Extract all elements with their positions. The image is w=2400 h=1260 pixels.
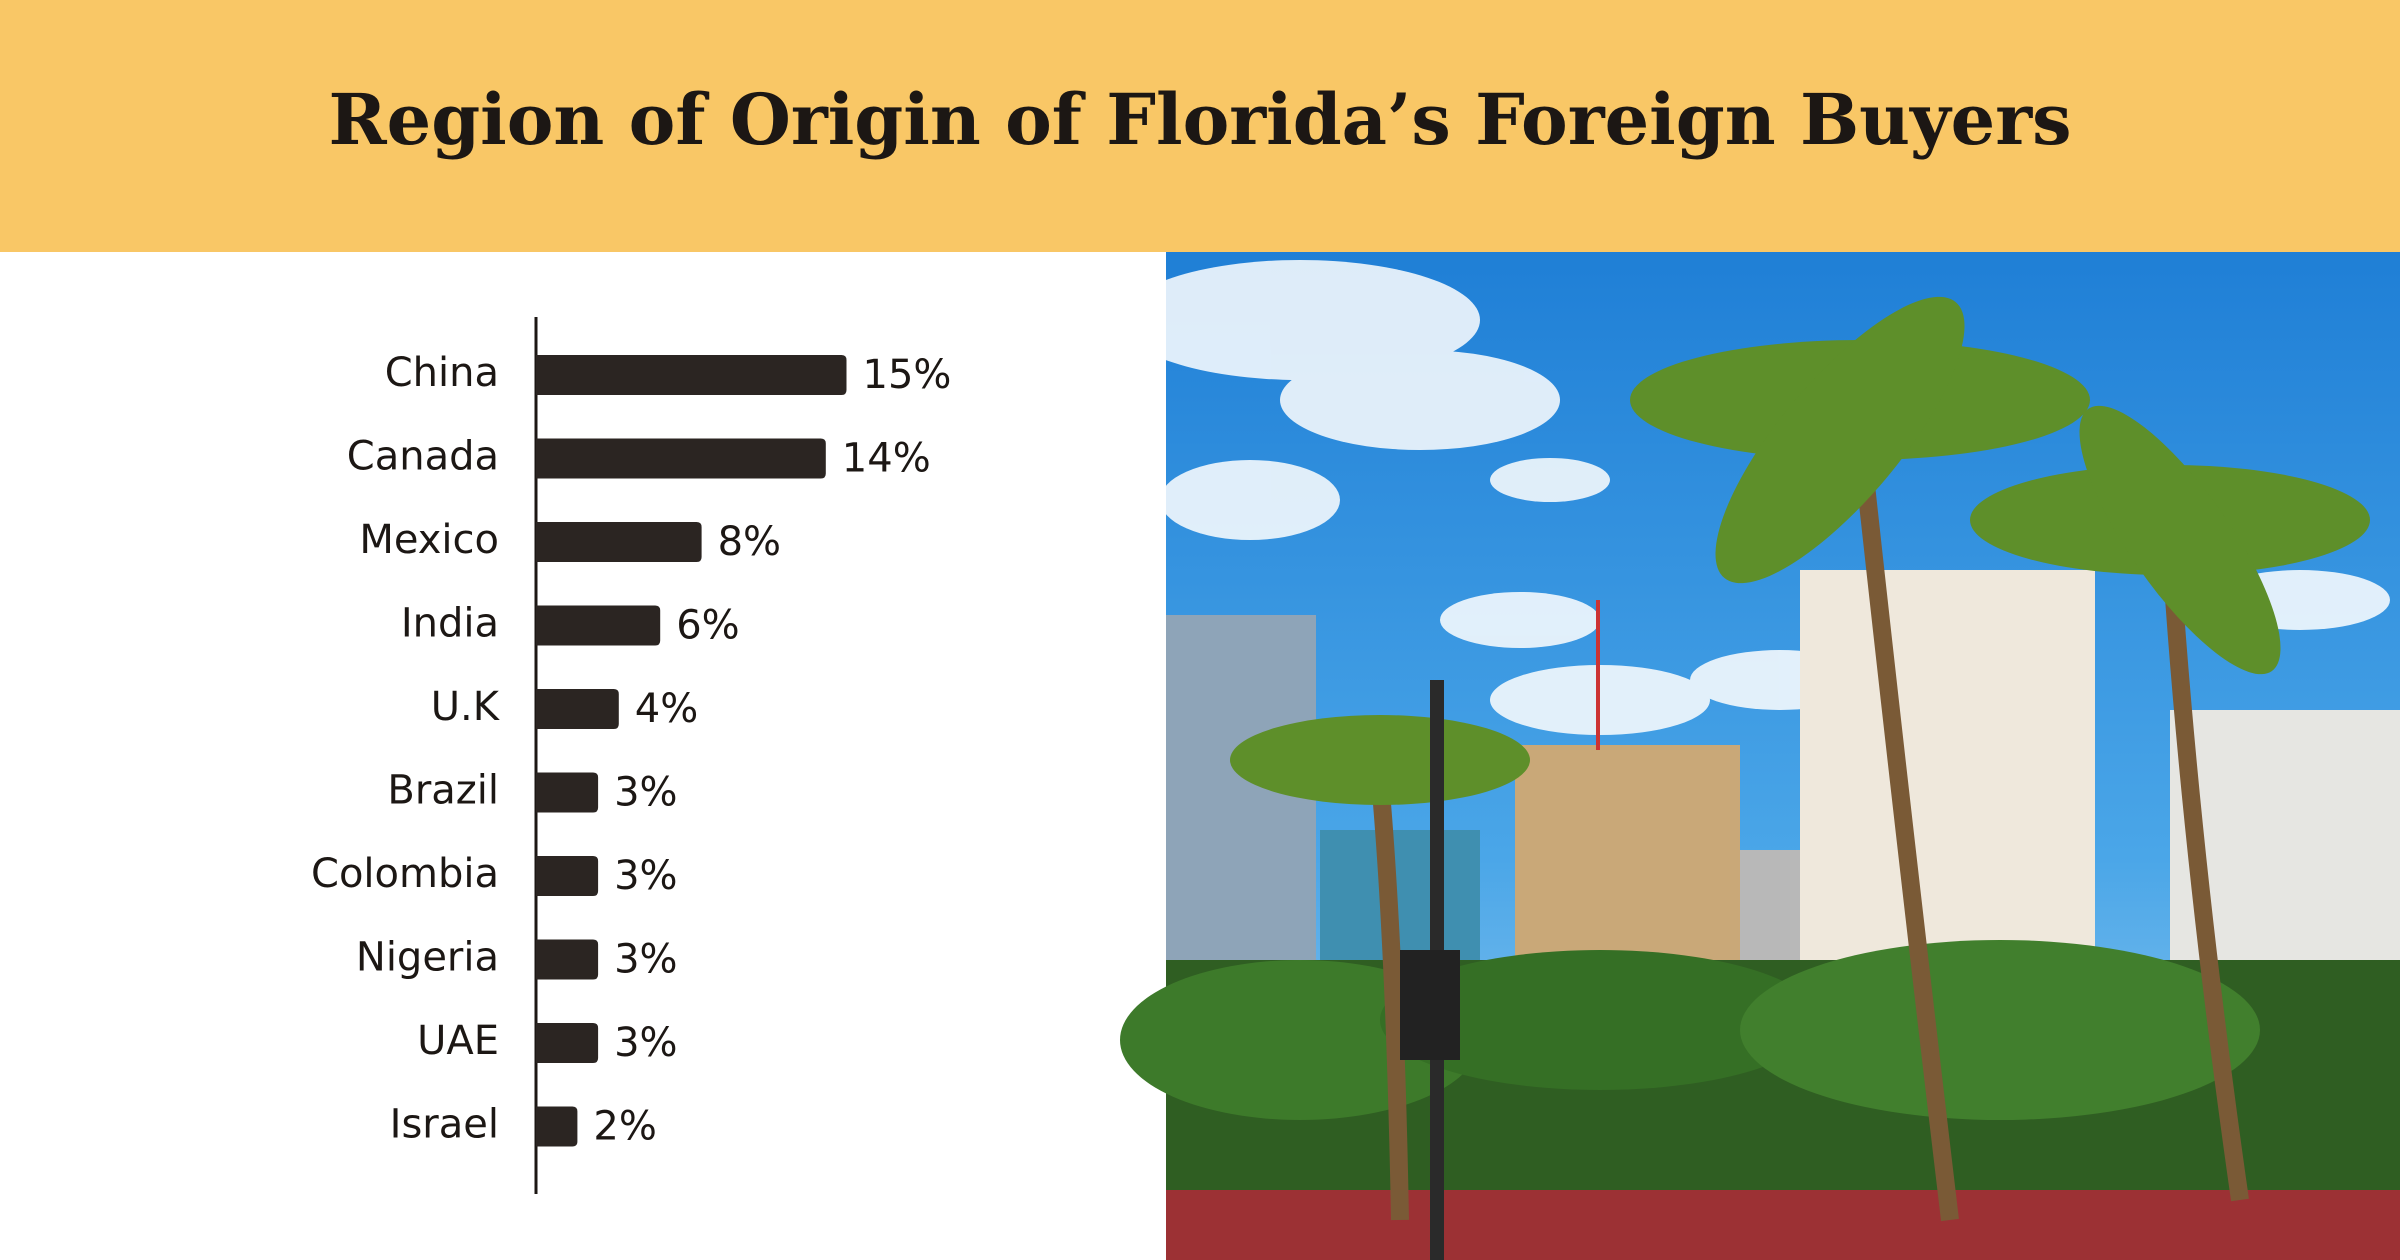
header-band (0, 0, 2400, 252)
bar (536, 1106, 578, 1147)
value-label: 8% (718, 519, 781, 565)
value-label: 6% (676, 603, 739, 649)
category-label: UAE (417, 1018, 499, 1064)
bar (536, 1023, 599, 1063)
category-label: Nigeria (356, 935, 499, 981)
chart-title: Region of Origin of Florida’s Foreign Bu… (328, 78, 2071, 161)
category-label: Israel (390, 1102, 499, 1148)
value-label: 3% (614, 1020, 677, 1066)
photo (1120, 252, 2400, 1260)
category-label: Canada (347, 434, 499, 480)
value-label: 3% (614, 770, 677, 816)
bar (536, 605, 661, 646)
value-label: 3% (614, 937, 677, 983)
category-label: Mexico (359, 517, 499, 563)
bar (536, 355, 847, 395)
value-label: 3% (614, 853, 677, 899)
bar (536, 689, 619, 729)
category-label: Colombia (311, 851, 499, 897)
bar (536, 772, 599, 813)
value-label: 14% (842, 436, 931, 482)
bar (536, 856, 599, 896)
value-label: 15% (863, 352, 952, 398)
bar (536, 939, 599, 980)
category-label: India (401, 601, 499, 647)
value-label: 2% (593, 1104, 656, 1150)
bar (536, 438, 826, 479)
bar (536, 522, 702, 562)
category-label: Brazil (387, 768, 499, 814)
category-label: China (385, 350, 499, 396)
value-label: 4% (635, 686, 698, 732)
category-label: U.K (431, 684, 501, 730)
